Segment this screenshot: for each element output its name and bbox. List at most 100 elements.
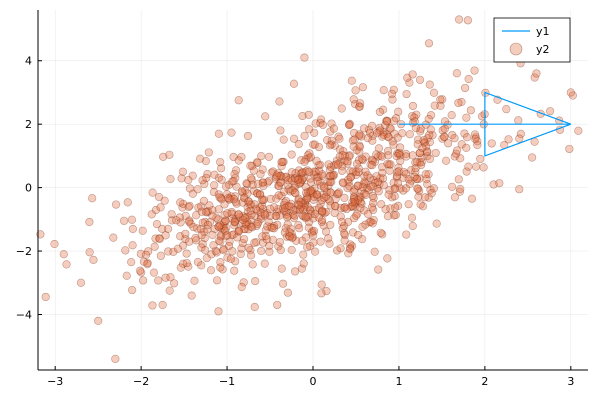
y2-point — [313, 173, 322, 182]
y2-point — [403, 73, 412, 82]
y2-point — [291, 169, 300, 178]
y2-point — [402, 230, 411, 239]
y2-point — [224, 193, 233, 203]
y2-point — [250, 200, 259, 209]
y2-point — [349, 167, 358, 176]
y2-point — [464, 162, 473, 171]
y2-point — [340, 230, 349, 240]
y2-point — [303, 187, 313, 197]
y2-point — [361, 152, 370, 161]
y1-line — [398, 91, 572, 157]
y2-point — [216, 193, 226, 203]
y2-point — [346, 243, 355, 252]
y2-point — [415, 148, 424, 158]
y2-point — [338, 224, 347, 233]
y2-point — [425, 80, 434, 89]
y2-point — [326, 188, 335, 197]
y2-point — [203, 207, 212, 216]
y2-point — [394, 107, 403, 116]
y2-point — [353, 181, 363, 191]
y2-point — [294, 221, 303, 230]
y2-point — [141, 250, 151, 259]
y2-point — [358, 183, 367, 192]
y2-point — [216, 237, 225, 246]
y2-point — [404, 200, 413, 209]
y2-point — [515, 185, 524, 194]
y2-point — [391, 183, 400, 193]
y2-point — [332, 156, 341, 165]
y2-point — [223, 231, 232, 240]
y2-point — [432, 219, 441, 228]
y2-point — [294, 196, 303, 205]
y2-point — [246, 246, 255, 255]
y2-point — [232, 182, 241, 191]
y2-point — [293, 200, 302, 209]
y2-point — [381, 205, 390, 214]
y2-point — [315, 178, 325, 187]
y2-point — [393, 179, 403, 188]
y2-point — [181, 211, 190, 220]
y2-point — [369, 176, 378, 185]
y2-point — [304, 153, 313, 162]
y2-point — [358, 154, 367, 164]
y2-point — [528, 153, 537, 162]
y2-point — [278, 157, 287, 167]
y2-point — [229, 177, 238, 186]
y2-point — [286, 187, 295, 196]
y2-point — [345, 119, 354, 128]
y2-point — [419, 136, 428, 145]
y2-point — [300, 157, 309, 166]
y2-point — [316, 237, 325, 246]
y2-point — [399, 173, 408, 182]
y2-point — [326, 171, 335, 180]
y2-point — [258, 165, 267, 174]
y2-point — [467, 194, 477, 203]
y2-point — [266, 222, 275, 232]
y2-point — [242, 212, 251, 222]
y2-point — [351, 197, 360, 206]
y2-point — [241, 219, 250, 228]
y2-point — [263, 222, 272, 231]
y2-point — [358, 235, 367, 244]
y2-point — [152, 220, 162, 229]
y2-point — [264, 217, 273, 226]
y2-point — [284, 176, 293, 185]
y-tick-label: 2 — [25, 118, 32, 131]
y2-point — [310, 170, 319, 179]
y2-point — [128, 224, 137, 234]
y2-point — [144, 247, 153, 256]
y2-point — [355, 130, 364, 139]
y2-point — [568, 91, 577, 100]
y2-point — [455, 187, 464, 196]
y2-point — [450, 152, 459, 161]
y2-point — [297, 156, 306, 165]
y2-point — [169, 279, 179, 288]
y2-point — [214, 190, 223, 199]
y2-point — [212, 213, 221, 222]
y2-point — [155, 234, 164, 243]
y2-point — [361, 220, 370, 229]
y2-point — [367, 203, 377, 212]
y2-point — [367, 121, 377, 130]
y2-point — [221, 216, 230, 225]
y2-point — [193, 224, 202, 233]
y2-point — [329, 170, 339, 179]
y2-point — [390, 184, 399, 194]
y2-point — [369, 205, 378, 215]
y2-point — [324, 177, 333, 186]
y2-point — [352, 170, 361, 179]
y2-point — [394, 163, 403, 172]
y2-point — [462, 167, 471, 176]
y2-point — [219, 246, 228, 255]
y2-point — [208, 211, 217, 220]
y2-point — [440, 124, 449, 133]
y2-point — [282, 232, 291, 241]
y2-point — [216, 263, 225, 272]
y2-point — [413, 135, 423, 144]
y2-point — [388, 95, 397, 104]
y2-point — [201, 157, 211, 166]
y2-point — [241, 186, 250, 195]
y2-point — [322, 136, 332, 145]
y2-point — [317, 280, 326, 289]
y2-point — [383, 159, 392, 169]
